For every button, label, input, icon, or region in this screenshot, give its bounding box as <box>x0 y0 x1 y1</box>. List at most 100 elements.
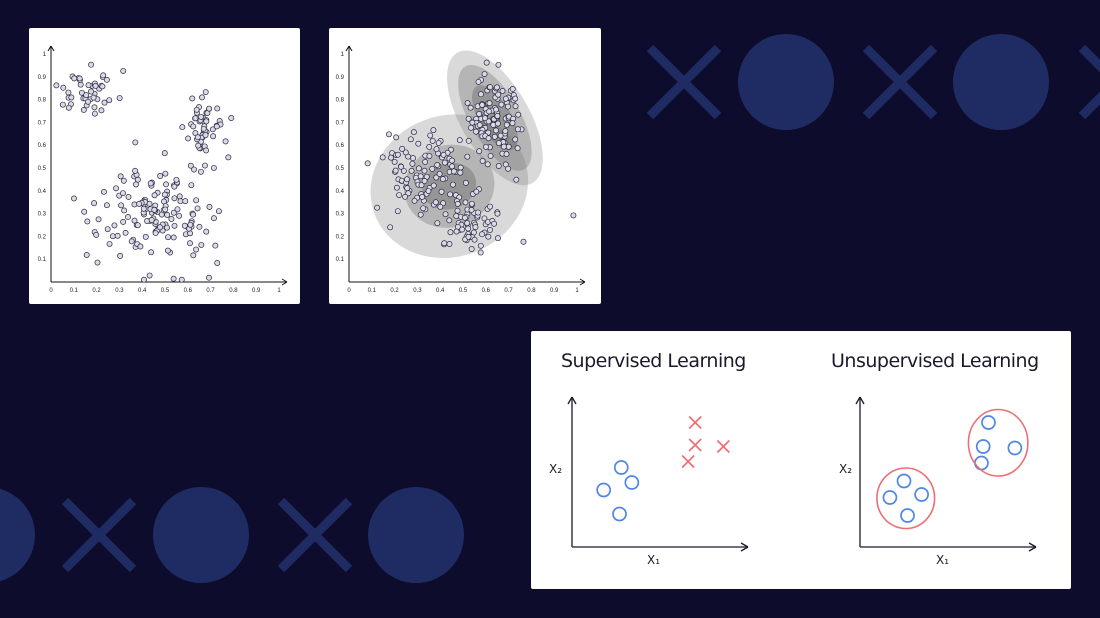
data-point <box>120 67 127 74</box>
data-point <box>402 149 409 156</box>
supervised-y-label: X₂ <box>549 462 562 476</box>
data-point <box>374 204 381 211</box>
data-point <box>71 195 77 202</box>
data-point <box>92 82 99 89</box>
data-point <box>417 173 424 180</box>
data-point <box>449 163 456 170</box>
y-tick-label: 0.8 <box>336 98 345 104</box>
cross-marker <box>688 438 702 452</box>
data-point <box>59 101 66 108</box>
data-point <box>446 241 453 247</box>
gaussian-ellipse <box>422 162 477 210</box>
data-point <box>453 228 460 235</box>
y-tick-label: 0.8 <box>38 98 47 104</box>
y-tick-label: 0.5 <box>38 166 47 172</box>
circle-icon <box>368 487 464 583</box>
circle-marker <box>612 506 627 522</box>
data-point <box>90 94 97 101</box>
axes: 0 0.1 0.2 0.3 0.4 0.5 0.6 0.7 0.8 0.9 1 0.1 0.2 0.3 0.… <box>38 45 288 294</box>
x-arrow-icon <box>1028 542 1037 552</box>
data-point <box>164 211 171 218</box>
data-point <box>472 224 479 231</box>
data-point <box>148 249 154 256</box>
data-point <box>161 150 168 157</box>
data-point <box>193 246 200 253</box>
data-point <box>104 226 111 233</box>
x-tick-label: 1 <box>575 288 579 294</box>
data-point <box>415 165 422 172</box>
data-point <box>498 101 505 108</box>
data-point <box>441 240 448 247</box>
data-point <box>206 105 213 112</box>
data-point <box>462 179 469 186</box>
data-point <box>421 178 428 184</box>
data-point <box>503 121 510 128</box>
unsupervised-title: Unsupervised Learning <box>831 350 1039 372</box>
data-point <box>170 234 177 241</box>
data-point <box>429 137 436 144</box>
x-tick-label: 0.5 <box>459 288 468 294</box>
supervised-plot <box>567 396 749 552</box>
data-point <box>493 84 500 91</box>
data-point <box>461 214 468 221</box>
data-point <box>137 243 144 250</box>
cross-marker <box>716 439 730 454</box>
data-point <box>485 233 492 240</box>
data-point <box>191 166 197 173</box>
data-point <box>404 176 410 183</box>
data-point <box>446 217 453 224</box>
data-point <box>483 143 489 150</box>
data-point <box>165 234 172 241</box>
data-point <box>391 158 398 165</box>
top-decoration-row <box>646 34 1100 130</box>
data-point <box>394 208 401 215</box>
x-icon-stroke <box>277 497 353 573</box>
x-tick-label: 0.2 <box>390 288 399 294</box>
data-point <box>152 230 159 237</box>
data-point <box>433 146 440 153</box>
data-point <box>475 209 482 216</box>
circle-icon <box>953 34 1049 130</box>
data-point <box>187 221 194 228</box>
data-point <box>476 111 483 117</box>
data-point <box>99 83 106 90</box>
data-point <box>128 238 135 245</box>
data-point <box>100 72 107 79</box>
data-point <box>434 162 441 168</box>
y-tick-label: 0.7 <box>336 120 345 126</box>
gaussian-mixture-chart: 0 0.1 0.2 0.3 0.4 0.5 0.6 0.7 0.8 0.9 1 0.1 0.2 0.3 0.… <box>336 45 586 294</box>
data-point <box>91 110 98 117</box>
data-point <box>457 169 464 176</box>
data-point <box>495 140 502 147</box>
data-point <box>502 128 509 135</box>
data-point <box>404 185 411 192</box>
data-point <box>491 133 498 140</box>
data-point <box>418 182 425 189</box>
data-point <box>439 176 446 183</box>
y-tick-label: 1 <box>341 52 345 58</box>
data-point <box>198 168 204 175</box>
data-point <box>364 160 371 167</box>
data-point <box>213 123 220 130</box>
data-point <box>174 206 181 213</box>
data-point <box>210 133 217 140</box>
data-point <box>103 76 110 83</box>
data-point <box>387 224 394 231</box>
circle-marker <box>613 460 629 475</box>
x-tick-label: 1 <box>277 288 281 294</box>
data-point <box>88 61 95 68</box>
data-point <box>456 137 463 144</box>
data-point <box>500 143 507 150</box>
data-point <box>400 167 407 174</box>
data-point <box>487 84 494 91</box>
data-point <box>202 89 209 96</box>
circle-marker <box>624 475 640 490</box>
data-point <box>171 222 178 229</box>
data-point <box>459 226 466 233</box>
data-point <box>81 208 88 215</box>
data-point <box>505 103 511 110</box>
data-point <box>164 247 171 254</box>
data-point <box>83 92 90 99</box>
data-point <box>65 89 72 96</box>
data-point <box>88 88 95 95</box>
